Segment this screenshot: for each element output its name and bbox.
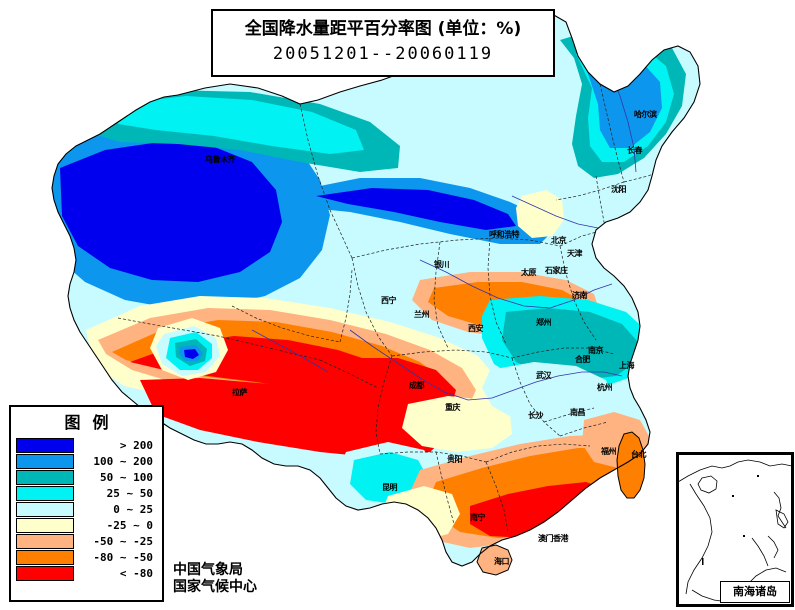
city-label: 西宁: [381, 296, 397, 305]
band-neg25-0-guizhou: [402, 396, 512, 452]
city-label: 福州: [601, 447, 617, 456]
band-over-200-nw: [60, 142, 282, 282]
city-label: 南昌: [570, 408, 586, 417]
inset-label: 南海诸岛: [720, 581, 790, 603]
page-title: 全国降水量距平百分率图 (单位：%): [244, 19, 522, 39]
attribution-line-1: 中国气象局: [173, 562, 243, 578]
city-label: 天津: [567, 249, 583, 258]
legend-label: > 200: [119, 438, 153, 452]
city-label: 太原: [521, 268, 537, 277]
legend-row: 100 ~ 200: [16, 453, 156, 469]
legend-swatch: [16, 437, 74, 453]
hainan-outline: [476, 544, 513, 576]
city-label: 乌鲁木齐: [205, 155, 236, 164]
legend-label: < -80: [119, 566, 153, 580]
china-national-outline: [51, 13, 701, 567]
legend-swatch: [16, 453, 74, 469]
city-label: 郑州: [536, 318, 552, 327]
legend-label: -80 ~ -50: [93, 550, 153, 564]
city-label: 石家庄: [545, 266, 568, 275]
legend-swatch: [16, 485, 74, 501]
legend-box: 图例 > 200 100 ~ 200 50 ~ 100 25 ~ 50 0 ~ 25 -2…: [9, 405, 164, 602]
city-label: 台北: [631, 450, 647, 459]
city-label: 济南: [572, 291, 588, 300]
city-label: 拉萨: [232, 388, 248, 397]
band-neg25-0-hulunbuir: [516, 190, 564, 238]
legend-row: 25 ~ 50: [16, 485, 156, 501]
legend-label: 25 ~ 50: [106, 486, 153, 500]
taiwan-outline: [616, 431, 646, 499]
hainan-fill: [477, 545, 512, 575]
city-label: 哈尔滨: [634, 110, 657, 119]
city-label: 南宁: [470, 513, 486, 522]
city-label: 呼和浩特: [489, 230, 520, 239]
legend-row: -25 ~ 0: [16, 517, 156, 533]
legend-label: -25 ~ 0: [106, 518, 153, 532]
city-label: 银川: [434, 260, 450, 269]
city-label: 重庆: [445, 403, 461, 412]
legend-label: -50 ~ -25: [93, 534, 153, 548]
legend-heading: 图例: [64, 413, 121, 432]
legend-row: > 200: [16, 437, 156, 453]
city-label: 杭州: [597, 383, 613, 392]
legend-row: 50 ~ 100: [16, 469, 156, 485]
city-label: 长沙: [528, 411, 544, 420]
city-label: 贵阳: [447, 455, 463, 464]
province-boundaries: [117, 83, 669, 533]
legend-label: 50 ~ 100: [100, 470, 153, 484]
city-label: 南京: [588, 346, 604, 355]
band-50-100-yangtze-core: [516, 318, 624, 370]
city-label: 武汉: [536, 371, 552, 380]
south-china-sea-inset: 南海诸岛: [676, 452, 794, 607]
legend-row: < -80: [16, 565, 156, 581]
title-box: 全国降水量距平百分率图 (单位：%) 20051201--20060119: [211, 9, 555, 77]
legend-rows: > 200 100 ~ 200 50 ~ 100 25 ~ 50 0 ~ 25 -25 ~…: [11, 437, 162, 581]
city-label: 海口: [494, 557, 510, 566]
city-label: 沈阳: [611, 185, 627, 194]
attribution-line-2: 国家气候中心: [173, 579, 257, 595]
city-label: 合肥: [575, 355, 591, 364]
legend-row: -80 ~ -50: [16, 549, 156, 565]
band-over-200-inner-mongolia: [316, 188, 516, 230]
legend-swatch: [16, 517, 74, 533]
legend-label: 100 ~ 200: [93, 454, 153, 468]
lens-over-200-ngari: [184, 349, 199, 359]
rivers-layer: [251, 69, 637, 401]
city-label: 长春: [627, 146, 643, 155]
city-label: 兰州: [414, 310, 430, 319]
city-label: 北京: [551, 236, 567, 245]
band-0-25-centralsouth: [482, 362, 612, 426]
attribution: 中国气象局 国家气候中心: [173, 562, 257, 596]
band-under-neg80-himalaya: [140, 378, 452, 458]
date-range-label: 20051201--20060119: [272, 44, 494, 64]
legend-swatch: [16, 469, 74, 485]
legend-swatch: [16, 565, 74, 581]
city-label: 上海: [619, 361, 635, 370]
legend-swatch: [16, 549, 74, 565]
legend-label: 0 ~ 25: [113, 502, 153, 516]
city-label: 成都: [409, 381, 425, 390]
legend-row: -50 ~ -25: [16, 533, 156, 549]
city-label: 澳门香港: [538, 534, 569, 543]
band-25-50-north: [118, 96, 364, 154]
legend-swatch: [16, 533, 74, 549]
city-label: 西安: [468, 324, 484, 333]
city-label: 昆明: [382, 483, 398, 492]
legend-swatch: [16, 501, 74, 517]
legend-row: 0 ~ 25: [16, 501, 156, 517]
